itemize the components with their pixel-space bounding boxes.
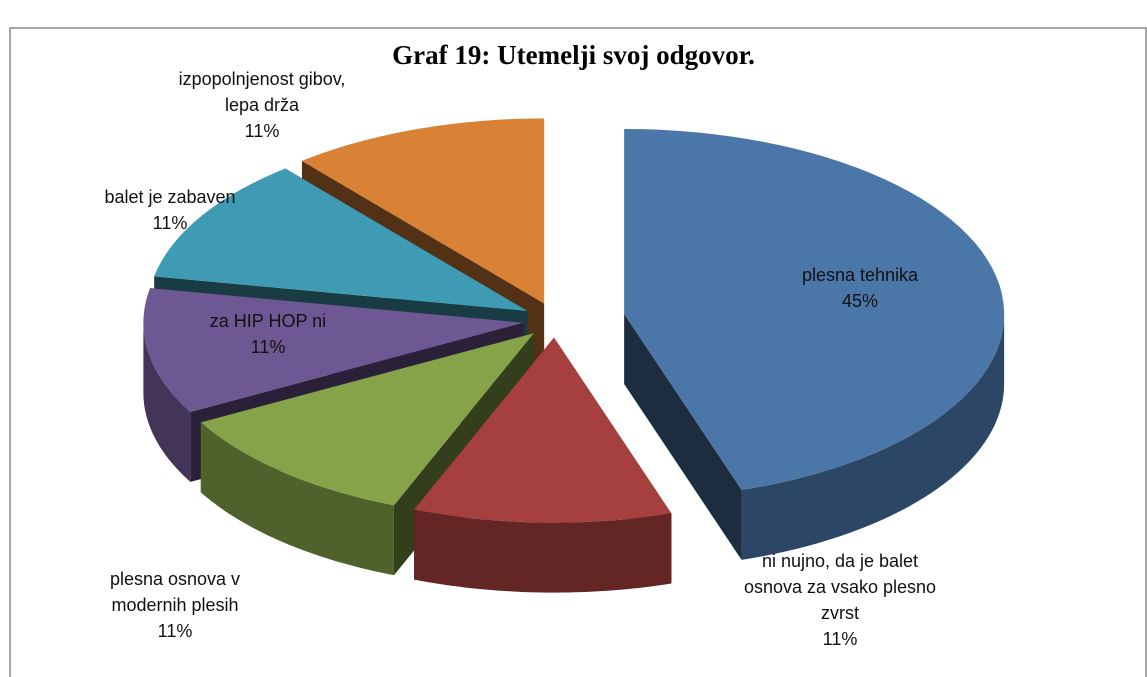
slice-side [741, 313, 1005, 560]
slice-value-label: 11% [822, 629, 858, 649]
slice-label: plesna osnova v modernih plesih [109, 569, 241, 615]
chart-title: Graf 19: Utemelji svoj odgovor. [392, 40, 755, 70]
pie-slice [414, 337, 672, 593]
slice-side [414, 509, 672, 593]
slice-wall [624, 313, 742, 560]
slice-top [301, 118, 545, 304]
slice-value-label: 11% [152, 213, 188, 233]
slice-label: za HIP HOP ni [209, 311, 327, 331]
slice-value-label: 11% [250, 337, 286, 357]
slice-top [143, 288, 524, 412]
slice-top [414, 337, 672, 523]
slice-label: ni nujno, da je balet osnova za vsako pl… [743, 551, 937, 623]
slice-side [200, 422, 394, 576]
slice-label: izpopolnjenost gibov, lepa drža [178, 69, 346, 115]
slice-value-label: 11% [244, 121, 280, 141]
slice-top [154, 168, 528, 312]
slice-top [200, 333, 534, 506]
slice-label: plesna tehnika [801, 265, 919, 285]
slice-top [624, 128, 1005, 490]
chart-frame [9, 27, 1147, 677]
pie-slice [624, 128, 1005, 560]
slice-value-label: 11% [157, 621, 193, 641]
slice-label: balet je zabaven [104, 187, 236, 207]
slice-value-label: 45% [841, 291, 879, 311]
slice-side [143, 322, 191, 482]
